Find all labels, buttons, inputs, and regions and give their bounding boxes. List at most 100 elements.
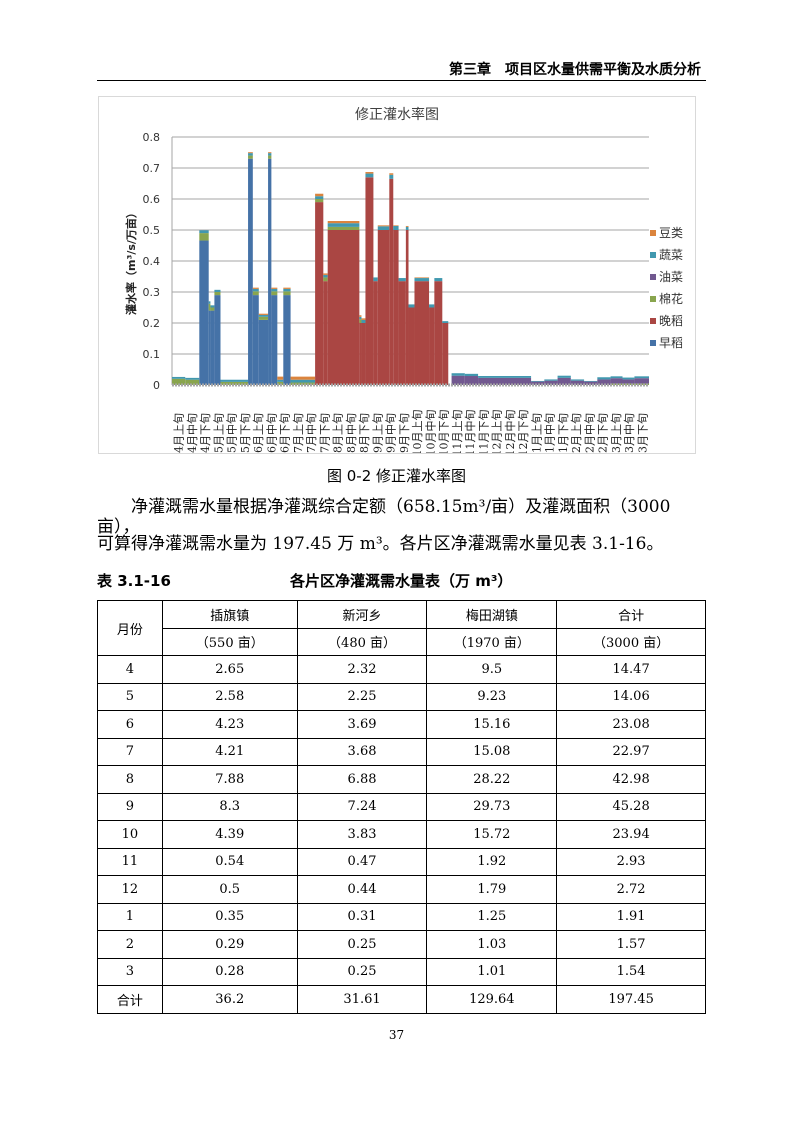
- table-title: 各片区净灌溉需水量表（万 m³）: [290, 572, 513, 590]
- bar-蔬菜: [327, 223, 360, 227]
- month-cell: 1: [97, 902, 163, 931]
- bar-豆类: [283, 287, 291, 289]
- bar-豆类: [268, 152, 272, 154]
- value-cell: 3.68: [296, 737, 428, 766]
- value-cell: 1.03: [426, 930, 558, 959]
- x-tick-label: 3月下旬: [636, 413, 649, 453]
- month-cell: 2: [97, 930, 163, 959]
- bar-油菜: [622, 379, 635, 384]
- value-cell: 6.88: [296, 765, 428, 794]
- y-tick-label: 0.4: [143, 255, 161, 268]
- legend-swatch-棉花: [650, 296, 656, 302]
- bar-蔬菜: [290, 379, 316, 383]
- y-axis-label: 灌水率（m³/s/万亩）: [124, 207, 138, 315]
- bar-蔬菜: [622, 377, 635, 380]
- chart-svg: 修正灌水率图 0 0.1 0.2 0.3 0.4 0.5 0.6 0.7 0.8 灌水率（m³/s/…: [124, 106, 683, 457]
- legend-label-晚稻: 晚稻: [659, 314, 683, 328]
- bar-蔬菜: [408, 304, 415, 308]
- value-cell: 8.3: [161, 792, 298, 821]
- month-cell: 10: [97, 820, 163, 849]
- bar-蔬菜: [199, 230, 209, 234]
- x-tick-label: 10月上旬: [411, 410, 424, 454]
- x-tick-label: 8月中旬: [345, 413, 358, 453]
- table-row: 12 0.5 0.44 1.79 2.72: [97, 875, 706, 904]
- column-header: 梅田湖镇: [426, 600, 558, 629]
- legend-swatch-早稻: [650, 340, 656, 346]
- x-tick-label: 7月下旬: [318, 413, 331, 453]
- table-row: 9 8.3 7.24 29.73 45.28: [97, 792, 706, 821]
- value-cell: 2.25: [296, 682, 428, 711]
- bar-棉花: [220, 381, 249, 385]
- bar-早稻: [258, 319, 269, 385]
- bar-棉花: [268, 155, 272, 159]
- value-cell: 3.69: [296, 710, 428, 739]
- value-cell: 1.57: [556, 930, 706, 959]
- bar-豆类: [290, 376, 316, 380]
- value-cell: 4.21: [161, 737, 298, 766]
- column-area: （550 亩）: [161, 627, 298, 656]
- value-cell: 0.47: [296, 847, 428, 876]
- value-cell: 7.88: [161, 765, 298, 794]
- y-tick-label: 0.7: [143, 162, 161, 175]
- legend-swatch-晚稻: [650, 318, 656, 324]
- bar-棉花: [277, 381, 284, 385]
- bar-早稻: [252, 295, 259, 385]
- bar-蔬菜: [393, 225, 399, 230]
- bar-晚稻: [377, 230, 390, 385]
- bar-棉花: [323, 277, 328, 282]
- table-row: 4 2.65 2.32 9.5 14.47: [97, 655, 706, 684]
- x-tick-label: 5月中旬: [226, 413, 239, 453]
- bar-油菜: [531, 381, 545, 385]
- bar-棉花: [271, 291, 278, 296]
- x-tick-label: 4月上旬: [173, 413, 186, 453]
- x-tick-label: 3月中旬: [623, 413, 636, 453]
- month-cell: 5: [97, 682, 163, 711]
- bar-早稻: [283, 295, 291, 385]
- column-header: 合计: [556, 600, 706, 629]
- bar-蔬菜: [277, 379, 284, 382]
- value-cell: 7.24: [296, 792, 428, 821]
- bar-蔬菜: [258, 314, 269, 317]
- bar-豆类: [377, 225, 390, 227]
- bar-蔬菜: [214, 289, 221, 292]
- bar-晚稻: [315, 202, 324, 385]
- bar-蔬菜: [365, 173, 374, 178]
- bar-豆类: [252, 287, 259, 289]
- x-tick-label: 12月下旬: [517, 410, 530, 454]
- value-cell: 15.08: [426, 737, 558, 766]
- table-row: 7 4.21 3.68 15.08 22.97: [97, 737, 706, 766]
- x-tick-label: 7月上旬: [292, 413, 305, 453]
- y-tick-label: 0: [153, 379, 160, 392]
- legend-swatch-蔬菜: [650, 252, 656, 258]
- value-cell: 1.92: [426, 847, 558, 876]
- bar-晚稻: [393, 230, 399, 385]
- bar-晚稻: [323, 281, 328, 385]
- bar-蔬菜: [405, 226, 409, 230]
- bar-油菜: [570, 380, 585, 385]
- bar-蔬菜: [172, 376, 186, 379]
- month-cell: 9: [97, 792, 163, 821]
- value-cell: 1.91: [556, 902, 706, 931]
- x-tick-label: 4月中旬: [186, 413, 199, 453]
- month-cell: 7: [97, 737, 163, 766]
- bar-豆类: [359, 315, 362, 317]
- bar-早稻: [210, 310, 215, 385]
- bar-棉花: [208, 303, 211, 311]
- column-header: 插旗镇: [161, 600, 298, 629]
- bar-蔬菜: [464, 373, 479, 377]
- table-area-row: （550 亩） （480 亩） （1970 亩） （3000 亩）: [98, 627, 706, 656]
- bar-蔬菜: [389, 174, 394, 179]
- x-tick-label: 11月下旬: [477, 410, 490, 454]
- bar-早稻: [214, 295, 221, 385]
- bar-蔬菜: [478, 376, 532, 378]
- month-cell: 4: [97, 655, 163, 684]
- bar-晚稻: [405, 230, 409, 385]
- x-tick-label: 2月中旬: [583, 413, 596, 453]
- paragraph-line-2: 可算得净灌溉需水量为 197.45 万 m³。各片区净灌溉需水量见表 3.1-1…: [97, 534, 664, 554]
- value-cell: 129.64: [426, 985, 558, 1014]
- figure-caption: 图 0-2 修正灌水率图: [326, 467, 467, 485]
- month-cell: 合计: [97, 985, 163, 1014]
- value-cell: 15.72: [426, 820, 558, 849]
- x-tick-label: 8月下旬: [358, 413, 371, 453]
- x-tick-label: 2月上旬: [570, 413, 583, 453]
